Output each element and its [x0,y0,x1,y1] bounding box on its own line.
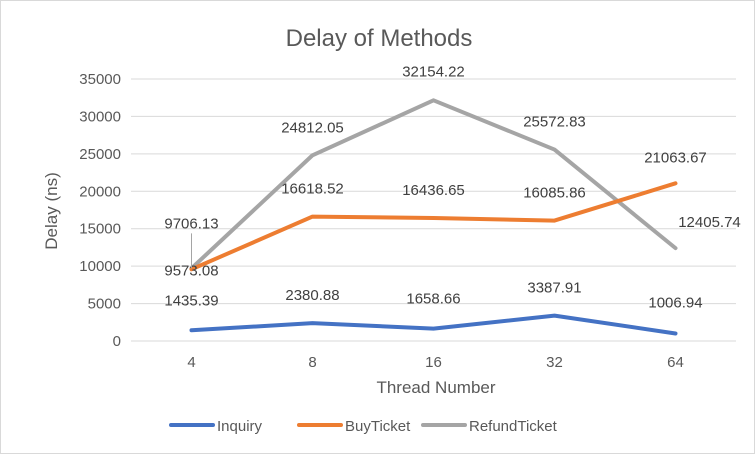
data-label-buyticket: 9573.08 [164,262,218,279]
data-label-buyticket: 16085.86 [523,185,586,202]
x-tick-label: 4 [187,354,195,371]
data-label-inquiry: 1435.39 [164,292,218,309]
y-tick-label: 5000 [88,296,121,313]
x-axis-ticks: 4 8 16 32 64 [187,354,684,371]
y-tick-label: 25000 [79,146,121,163]
y-tick-label: 20000 [79,183,121,200]
data-label-inquiry: 2380.88 [285,287,339,304]
chart-title: Delay of Methods [286,25,473,52]
y-tick-label: 10000 [79,258,121,275]
data-label-buyticket: 16618.52 [281,181,344,198]
series-line-inquiry [189,313,678,336]
y-tick-label: 35000 [79,71,121,88]
x-tick-label: 32 [546,354,563,371]
legend-label: Inquiry [217,418,263,435]
legend-item-inquiry: Inquiry [169,418,263,435]
legend-item-refundticket: RefundTicket [421,418,558,435]
data-label-refundticket: 9706.13 [164,215,218,232]
data-label-inquiry: 1658.66 [406,291,460,308]
legend-label: RefundTicket [469,418,558,435]
legend: Inquiry BuyTicket RefundTicket [169,418,558,435]
x-axis-title: Thread Number [376,378,495,397]
legend-item-buyticket: BuyTicket [297,418,411,435]
data-label-inquiry: 3387.91 [527,280,581,297]
y-tick-label: 15000 [79,221,121,238]
data-label-inquiry: 1006.94 [648,294,702,311]
series-line-buyticket [189,181,678,272]
data-label-refundticket: 25572.83 [523,114,586,131]
y-tick-label: 0 [113,333,121,350]
series-lines [189,98,678,336]
y-axis-title: Delay (ns) [42,172,61,249]
y-tick-label: 30000 [79,108,121,125]
x-tick-label: 8 [308,354,316,371]
legend-label: BuyTicket [345,418,411,435]
data-label-refundticket: 12405.74 [678,214,741,231]
x-tick-label: 64 [667,354,684,371]
data-label-refundticket: 24812.05 [281,119,344,136]
data-label-buyticket: 21063.67 [644,149,707,166]
y-axis-ticks: 0 5000 10000 15000 20000 25000 30000 35000 [79,71,121,350]
series-line-refundticket [189,98,678,271]
data-label-buyticket: 16436.65 [402,182,465,199]
x-tick-label: 16 [425,354,442,371]
data-label-refundticket: 32154.22 [402,63,465,80]
data-labels: 1435.39 2380.88 1658.66 3387.91 1006.94 9573.… [164,63,740,311]
